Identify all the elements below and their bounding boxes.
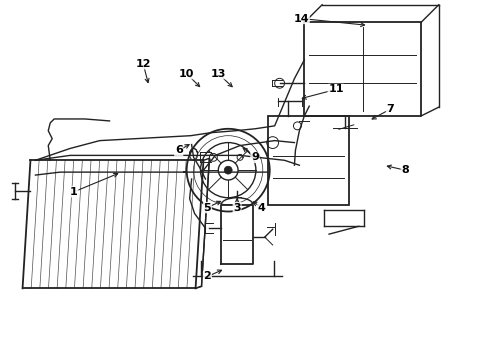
Text: 2: 2 <box>203 271 211 282</box>
Text: 5: 5 <box>204 203 211 212</box>
Text: 11: 11 <box>328 84 343 94</box>
Text: 10: 10 <box>179 69 195 79</box>
Text: 7: 7 <box>387 104 394 114</box>
Text: 8: 8 <box>401 165 409 175</box>
Text: 6: 6 <box>175 145 183 156</box>
Circle shape <box>224 166 232 174</box>
Text: 1: 1 <box>70 187 78 197</box>
Text: 14: 14 <box>294 14 309 23</box>
Text: 13: 13 <box>211 69 226 79</box>
Text: 4: 4 <box>258 203 266 212</box>
Text: 12: 12 <box>135 59 151 69</box>
Text: 9: 9 <box>251 152 259 162</box>
Text: 3: 3 <box>233 203 241 212</box>
